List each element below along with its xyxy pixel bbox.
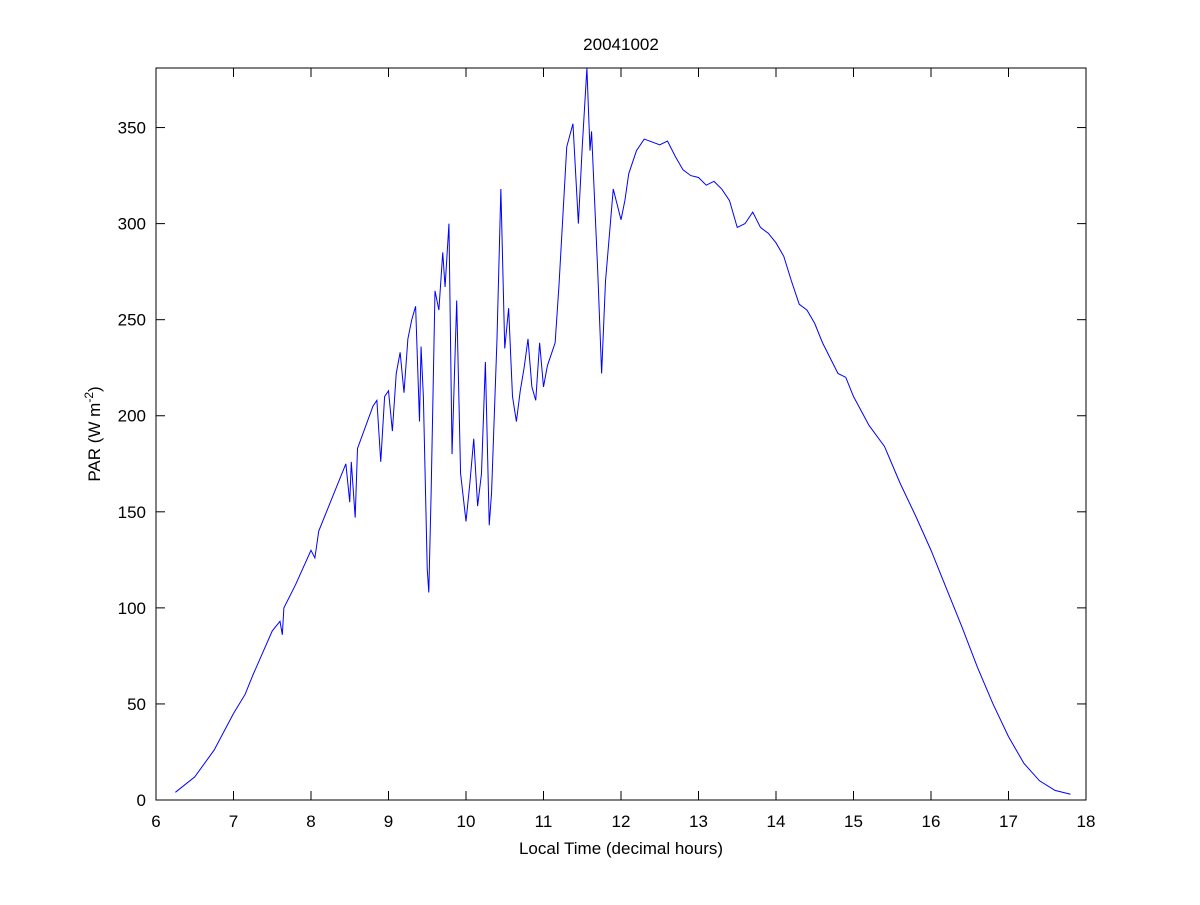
x-tick-label: 9 — [384, 812, 393, 831]
x-tick-label: 13 — [689, 812, 708, 831]
x-tick-label: 17 — [999, 812, 1018, 831]
x-tick-label: 14 — [767, 812, 786, 831]
y-label-end: ) — [85, 386, 104, 392]
y-tick-label: 150 — [118, 503, 146, 522]
y-tick-label: 300 — [118, 215, 146, 234]
y-tick-label: 350 — [118, 119, 146, 138]
y-tick-label: 250 — [118, 311, 146, 330]
x-tick-label: 15 — [844, 812, 863, 831]
x-axis-label: Local Time (decimal hours) — [519, 839, 723, 858]
y-axis-label: PAR (W m-2) — [82, 386, 104, 481]
x-tick-label: 6 — [151, 812, 160, 831]
y-tick-label: 0 — [137, 791, 146, 810]
x-tick-label: 18 — [1077, 812, 1096, 831]
x-tick-label: 11 — [535, 812, 553, 831]
plot-frame — [155, 67, 1087, 801]
y-label-sup: -2 — [82, 392, 96, 403]
chart-title: 20041002 — [583, 35, 659, 54]
y-label-main: PAR (W m — [85, 403, 104, 482]
y-tick-label: 100 — [118, 599, 146, 618]
x-tick-label: 12 — [612, 812, 631, 831]
x-tick-label: 8 — [306, 812, 315, 831]
y-tick-label: 50 — [127, 695, 146, 714]
x-tick-label: 16 — [922, 812, 941, 831]
x-tick-label: 7 — [229, 812, 238, 831]
x-tick-label: 10 — [457, 812, 476, 831]
y-tick-label: 200 — [118, 407, 146, 426]
data-line — [175, 67, 1071, 795]
